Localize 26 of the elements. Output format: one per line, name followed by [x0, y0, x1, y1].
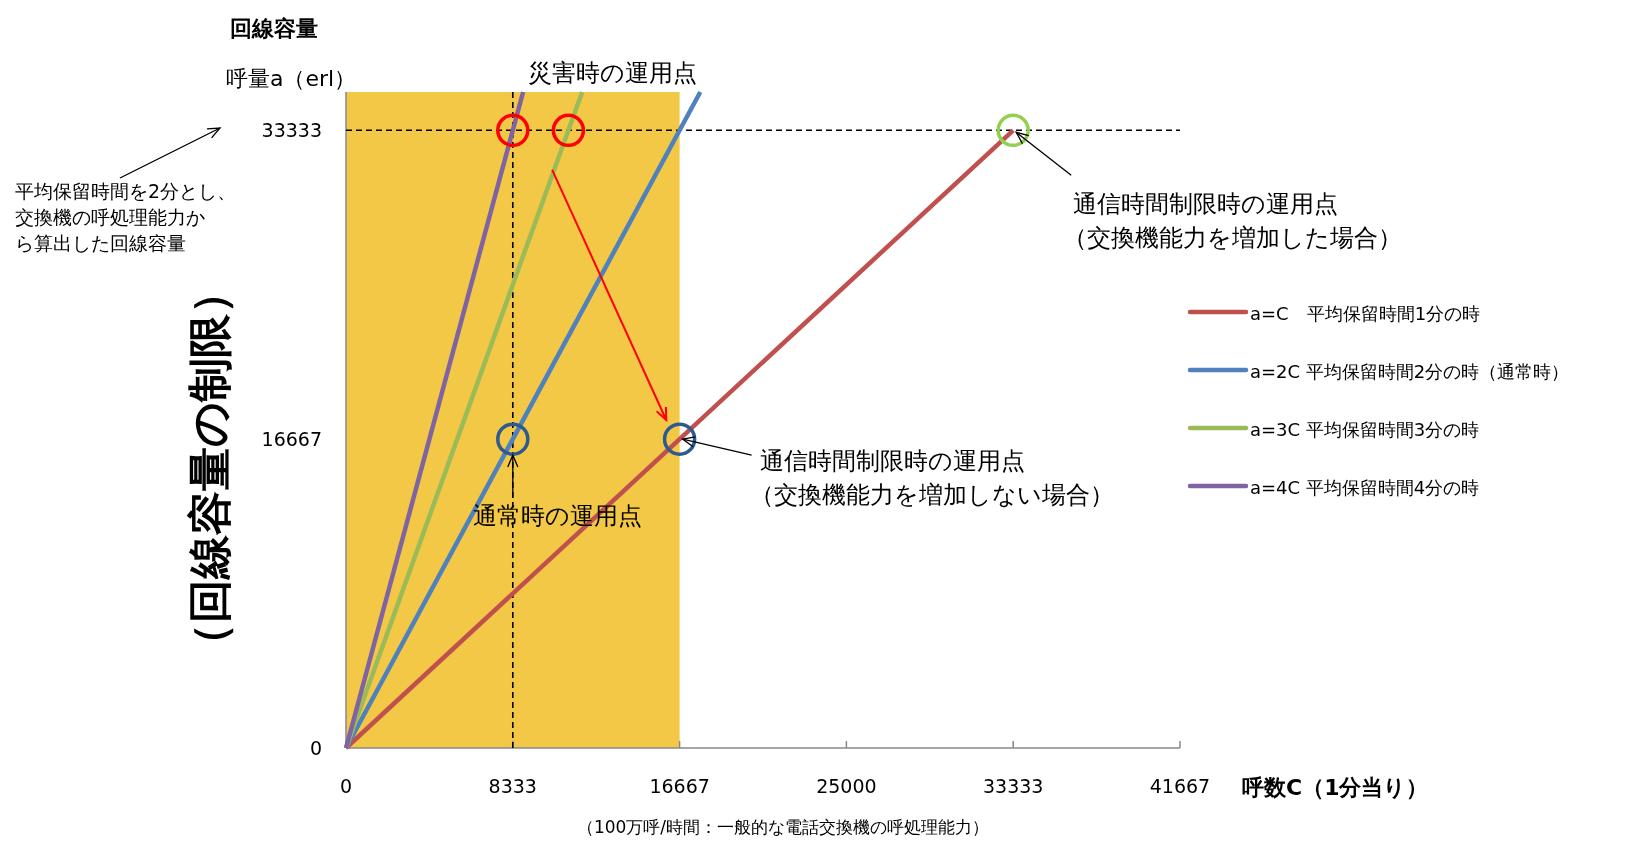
y-axis-title: 呼量a（erl）: [225, 66, 357, 91]
text: （100万呼/時間：一般的な電話交換機の呼処理能力）: [576, 817, 990, 837]
x-tick-label: 8333: [488, 775, 537, 797]
legend-label: a=2C 平均保留時間2分の時（通常時）: [1250, 361, 1570, 382]
x-tick-label: 33333: [982, 775, 1044, 797]
legend-label: a=3C 平均保留時間3分の時: [1250, 419, 1480, 440]
x-axis-title: 呼数C（1分当り）: [1242, 775, 1429, 800]
legend-label: a=C 平均保留時間1分の時: [1250, 303, 1481, 324]
x-tick-label: 0: [339, 775, 353, 797]
annotation: 通信時間制限時の運用点: [759, 447, 1025, 476]
text: 交換機の呼処理能力か: [15, 206, 205, 228]
y-tick-label: 0: [309, 737, 322, 759]
text: 平均保留時間を2分とし、: [15, 180, 237, 202]
annotation: 通信時間制限時の運用点: [1073, 190, 1339, 219]
y-tick-label: 16667: [261, 428, 322, 451]
annotation: 災害時の運用点: [528, 59, 698, 88]
legend-label: a=4C 平均保留時間4分の時: [1250, 477, 1480, 498]
y-tick-label: 33333: [261, 119, 322, 142]
x-tick-label: 16667: [649, 775, 710, 797]
annotation: （交換機能力を増加しない場合）: [749, 481, 1114, 510]
text: （回線容量の制限）: [184, 269, 235, 667]
text: 回線容量: [230, 16, 318, 41]
text: ら算出した回線容量: [15, 232, 186, 254]
annotation: （交換機能力を増加した場合）: [1063, 224, 1403, 253]
x-tick-label: 25000: [816, 775, 877, 797]
x-tick-label: 41667: [1149, 775, 1211, 797]
